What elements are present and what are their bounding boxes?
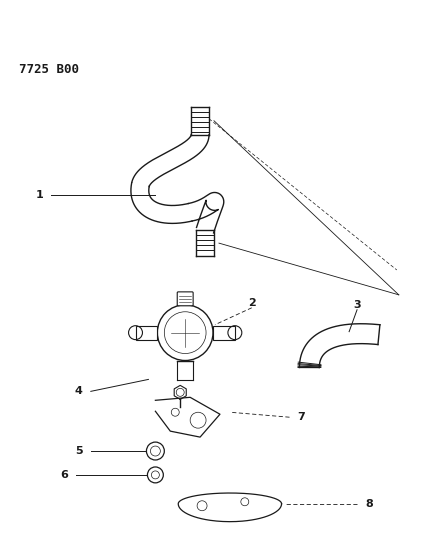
FancyBboxPatch shape (213, 326, 235, 340)
Text: 7725 B00: 7725 B00 (19, 63, 79, 76)
Text: 4: 4 (75, 386, 83, 397)
Text: 7: 7 (297, 412, 305, 422)
FancyBboxPatch shape (136, 326, 158, 340)
Text: 3: 3 (353, 300, 361, 310)
Text: 2: 2 (248, 298, 256, 308)
Text: 5: 5 (75, 446, 83, 456)
Text: 1: 1 (36, 190, 43, 200)
FancyBboxPatch shape (177, 292, 193, 306)
Text: 6: 6 (60, 470, 68, 480)
Text: 8: 8 (365, 499, 373, 509)
